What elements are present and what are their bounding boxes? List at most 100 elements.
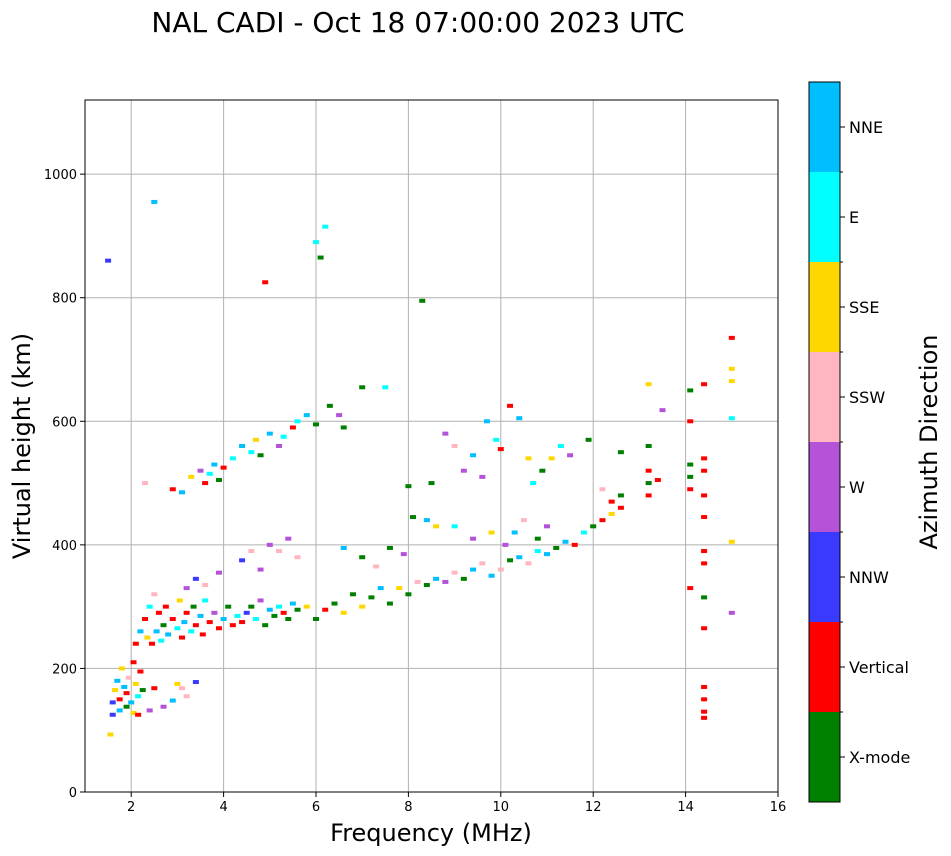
echo-point <box>289 601 296 606</box>
echo-point <box>257 567 264 572</box>
echo-point <box>608 499 615 504</box>
echo-point <box>701 468 708 473</box>
echo-point <box>109 700 116 705</box>
echo-point <box>137 629 144 634</box>
echo-point <box>144 635 151 640</box>
colorbar-frame <box>808 81 841 803</box>
echo-point <box>179 635 186 640</box>
echo-point <box>460 576 467 581</box>
echo-point <box>728 610 735 615</box>
echo-point <box>239 444 246 448</box>
echo-point <box>239 558 246 563</box>
echo-point <box>215 626 222 631</box>
echo-point <box>176 598 183 603</box>
echo-point <box>125 675 132 680</box>
echo-point <box>116 708 123 713</box>
echo-point <box>151 199 158 204</box>
echo-point <box>483 419 490 424</box>
echo-point <box>220 465 227 470</box>
echo-point <box>331 601 338 606</box>
y-tick-label: 1000 <box>44 168 77 183</box>
echo-point <box>148 641 155 646</box>
echo-point <box>617 505 624 510</box>
echo-point <box>433 524 440 529</box>
echo-point <box>303 413 310 418</box>
echo-point <box>701 456 708 461</box>
grid-lines <box>85 100 779 793</box>
echo-point <box>701 709 708 714</box>
echo-point <box>340 545 347 550</box>
echo-point <box>349 592 356 597</box>
echo-point <box>386 545 393 550</box>
echo-point <box>442 431 449 436</box>
echo-point <box>701 515 708 520</box>
echo-point <box>262 280 269 285</box>
echo-point <box>229 456 236 461</box>
echo-point <box>423 518 430 523</box>
echo-point <box>608 511 615 516</box>
echo-point <box>276 604 283 609</box>
echo-point <box>109 712 116 717</box>
y-axis-ticks: 0 200 400 600 800 1000 <box>44 168 85 801</box>
echo-point <box>728 539 735 544</box>
colorbar-segment <box>809 262 840 352</box>
echo-point <box>645 444 652 448</box>
echo-point <box>728 366 735 371</box>
echo-point <box>701 549 708 554</box>
echo-point <box>239 620 246 625</box>
y-tick-label: 400 <box>52 539 77 554</box>
echo-point <box>502 542 509 547</box>
colorbar-tick-label: Vertical <box>849 658 909 677</box>
echo-point <box>428 481 435 486</box>
echo-point <box>701 626 708 631</box>
echo-point <box>423 583 430 588</box>
echo-point <box>400 552 407 557</box>
echo-point <box>470 536 477 541</box>
echo-point <box>118 666 125 671</box>
echo-point <box>645 481 652 486</box>
echo-point <box>326 403 333 408</box>
echo-point <box>687 419 694 424</box>
echo-point <box>112 688 119 693</box>
echo-point <box>153 629 160 634</box>
echo-point <box>262 623 269 628</box>
echo-point <box>285 536 292 541</box>
echo-point <box>567 453 574 458</box>
echo-point <box>405 484 412 489</box>
echo-point <box>317 255 324 260</box>
echo-point <box>599 487 606 492</box>
echo-point <box>617 493 624 498</box>
echo-point <box>645 382 652 387</box>
echo-point <box>414 579 421 584</box>
echo-point <box>451 570 458 575</box>
echo-point <box>142 617 149 621</box>
echo-point <box>160 623 167 628</box>
echo-point <box>530 481 537 486</box>
echo-point <box>382 385 389 390</box>
echo-point <box>211 462 218 467</box>
echo-point <box>248 549 255 554</box>
echo-point <box>377 586 384 591</box>
echo-point <box>266 542 273 547</box>
echo-point <box>562 539 569 544</box>
echo-point <box>534 536 541 541</box>
echo-point <box>257 453 264 458</box>
echo-point <box>139 688 146 693</box>
echo-point <box>135 712 142 717</box>
colorbar-label: Azimuth Direction <box>915 335 943 550</box>
echo-point <box>687 487 694 492</box>
echo-point <box>580 530 587 535</box>
azimuth-colorbar: X-mode Vertical NNW W SSW SSE E NNE <box>808 81 910 803</box>
echo-point <box>687 474 694 479</box>
echo-point <box>220 617 227 621</box>
echo-point <box>190 604 197 609</box>
echo-point <box>179 686 186 691</box>
echo-point <box>174 681 181 686</box>
x-axis-ticks: 2 4 6 8 10 12 14 16 <box>127 792 786 815</box>
echo-point <box>359 555 366 560</box>
echo-point <box>294 419 301 424</box>
echo-point <box>160 704 167 709</box>
echo-point <box>701 684 708 689</box>
echo-point <box>132 681 139 686</box>
